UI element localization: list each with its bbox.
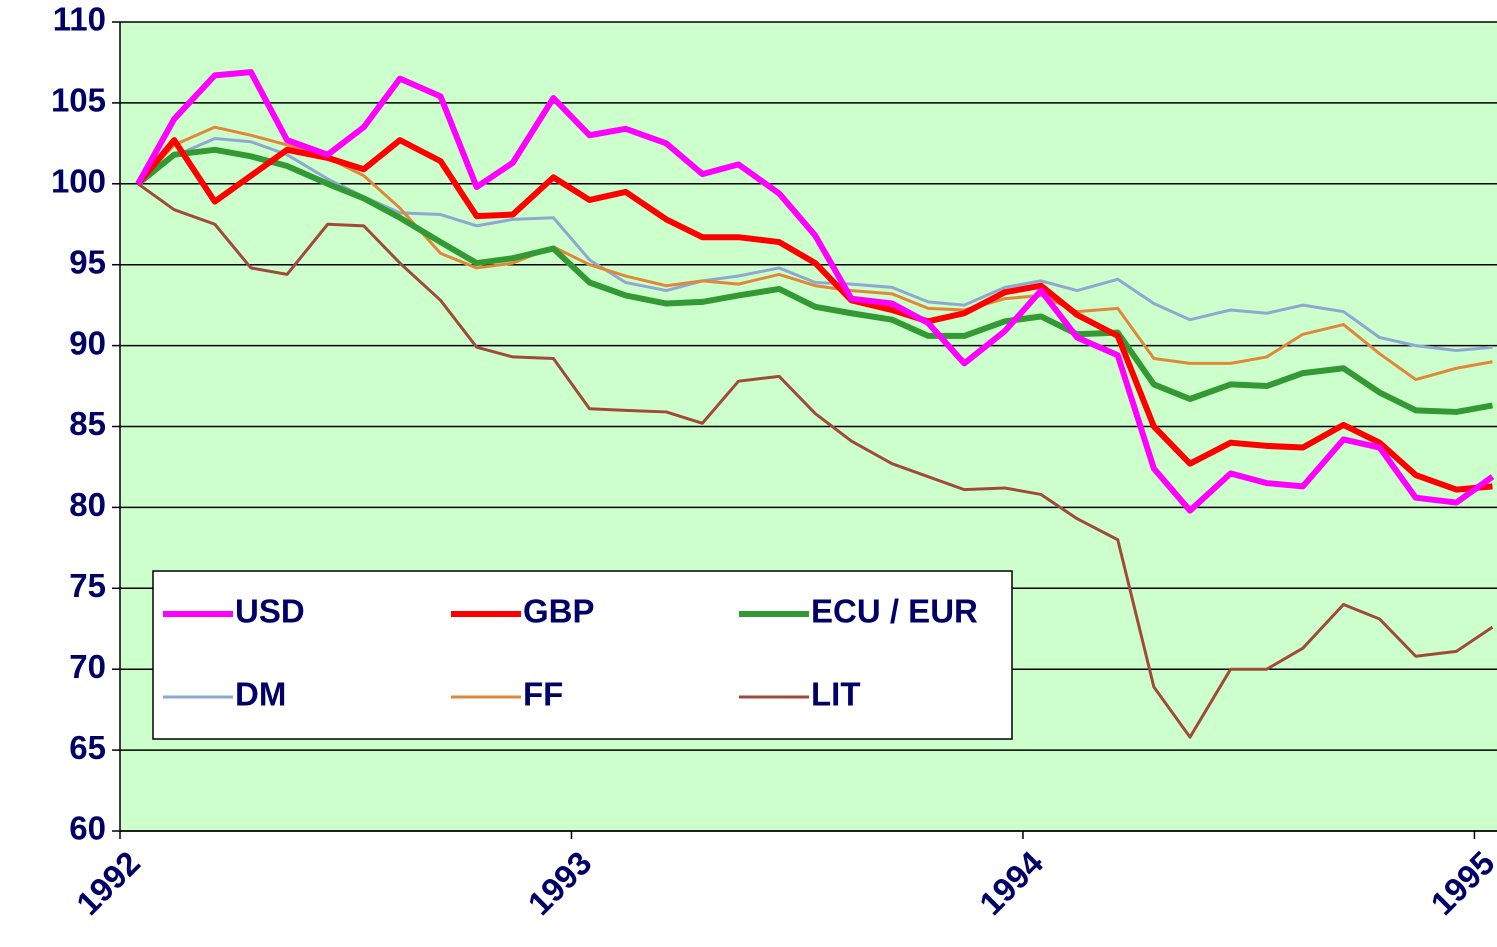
series-line [135, 137, 1493, 493]
y-tick-label: 95 [69, 243, 106, 280]
legend-label: USD [235, 593, 305, 630]
x-tick-label: 1995 [1423, 844, 1497, 922]
series-line [136, 146, 1494, 415]
y-tick-label: 75 [69, 567, 106, 604]
series-line [135, 69, 1495, 514]
y-tick-label: 85 [69, 405, 106, 442]
legend-label: FF [523, 676, 563, 713]
legend-label: GBP [523, 593, 595, 630]
y-tick-label: 100 [51, 163, 106, 200]
y-tick-label: 105 [51, 82, 106, 119]
y-tick-label: 70 [69, 648, 106, 685]
legend-box [152, 570, 1013, 740]
y-tick-label: 80 [69, 486, 106, 523]
legend-label: DM [235, 676, 286, 713]
legend-label: LIT [811, 676, 860, 713]
y-tick-label: 60 [69, 810, 106, 847]
x-tick-label: 1993 [521, 844, 599, 922]
y-tick-label: 65 [69, 729, 106, 766]
x-tick-label: 1992 [69, 844, 147, 922]
y-tick-label: 110 [53, 1, 106, 38]
series-line [136, 125, 1493, 382]
series-line [137, 182, 1494, 739]
x-tick-label: 1994 [972, 844, 1051, 923]
y-tick-label: 90 [69, 324, 106, 361]
legend-label: ECU / EUR [811, 593, 978, 630]
